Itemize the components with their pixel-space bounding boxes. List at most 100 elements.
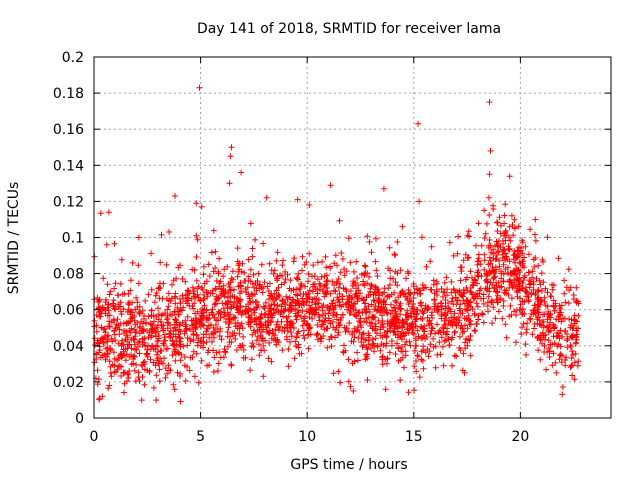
data-point xyxy=(439,343,446,350)
data-point xyxy=(535,313,541,320)
data-point xyxy=(234,273,241,280)
data-point xyxy=(414,286,421,293)
data-point xyxy=(297,285,304,291)
data-point xyxy=(523,288,530,295)
data-point xyxy=(427,258,434,265)
data-point xyxy=(141,339,148,346)
data-point xyxy=(199,306,206,312)
data-point xyxy=(122,336,129,343)
data-point xyxy=(154,349,161,355)
data-point xyxy=(394,282,401,289)
data-point xyxy=(384,360,390,367)
y-tick-label: 0.12 xyxy=(53,194,84,210)
data-point xyxy=(132,378,139,385)
data-point xyxy=(496,214,503,221)
data-point xyxy=(129,299,136,306)
data-point xyxy=(115,301,122,308)
data-point xyxy=(167,311,174,318)
data-point xyxy=(494,219,501,226)
data-point xyxy=(438,334,445,341)
data-point xyxy=(115,292,122,299)
data-point xyxy=(151,318,158,325)
data-point xyxy=(314,290,321,297)
data-point xyxy=(526,281,533,288)
data-point xyxy=(274,249,281,256)
data-point xyxy=(464,325,471,332)
data-point xyxy=(521,264,527,271)
data-point xyxy=(372,335,379,342)
data-point xyxy=(192,294,199,301)
data-point xyxy=(467,268,474,275)
data-point xyxy=(116,326,123,333)
data-point xyxy=(159,325,166,332)
data-point xyxy=(383,343,389,350)
data-point xyxy=(450,252,457,259)
data-point xyxy=(349,329,356,336)
data-point xyxy=(356,318,363,324)
data-point xyxy=(197,319,204,326)
data-point xyxy=(195,379,202,386)
data-point xyxy=(153,342,160,349)
data-point xyxy=(506,258,513,265)
data-point xyxy=(309,315,316,322)
data-point xyxy=(250,299,256,306)
data-point xyxy=(151,299,158,306)
data-point xyxy=(380,342,387,349)
data-point xyxy=(245,273,252,280)
data-point xyxy=(120,348,127,355)
data-point xyxy=(174,304,181,311)
data-point xyxy=(183,325,190,332)
data-point xyxy=(273,257,280,264)
data-point xyxy=(402,330,409,337)
data-point xyxy=(519,324,525,331)
data-point xyxy=(424,314,431,321)
data-point xyxy=(240,333,247,340)
data-point xyxy=(188,317,195,324)
data-point xyxy=(570,292,577,298)
outlier-point xyxy=(532,216,539,223)
data-point xyxy=(200,344,207,351)
data-point xyxy=(405,286,412,293)
data-point xyxy=(417,290,424,297)
data-point xyxy=(96,396,103,403)
outlier-point xyxy=(327,182,334,189)
outlier-point xyxy=(508,212,515,219)
data-point xyxy=(287,338,293,345)
data-point xyxy=(189,354,196,361)
data-point xyxy=(116,363,123,369)
y-tick-label: 0.18 xyxy=(53,86,84,102)
data-point xyxy=(193,232,200,239)
data-point xyxy=(249,245,256,252)
data-point xyxy=(155,316,162,323)
data-point xyxy=(321,319,328,326)
data-point xyxy=(511,283,518,290)
data-point xyxy=(493,279,500,286)
data-point xyxy=(110,297,117,304)
data-point xyxy=(221,266,228,273)
data-point xyxy=(303,298,310,305)
data-point xyxy=(406,297,413,304)
data-point xyxy=(204,362,211,369)
y-tick-label: 0.1 xyxy=(62,231,84,247)
data-point xyxy=(529,274,536,281)
data-point xyxy=(266,260,273,267)
data-point xyxy=(271,332,278,339)
data-point xyxy=(276,323,283,330)
data-point xyxy=(313,295,320,302)
data-point xyxy=(373,267,380,274)
data-point xyxy=(189,284,196,291)
data-point xyxy=(261,347,268,354)
data-point xyxy=(324,277,331,284)
data-point xyxy=(564,344,571,351)
data-point xyxy=(514,254,521,261)
data-point xyxy=(559,391,566,398)
data-point xyxy=(260,373,267,380)
data-point xyxy=(228,361,234,368)
data-point xyxy=(402,293,409,300)
data-point xyxy=(444,286,451,293)
data-point xyxy=(314,259,321,266)
data-point xyxy=(519,280,526,286)
data-point xyxy=(507,237,514,244)
data-point xyxy=(535,262,542,269)
data-point xyxy=(452,294,459,301)
